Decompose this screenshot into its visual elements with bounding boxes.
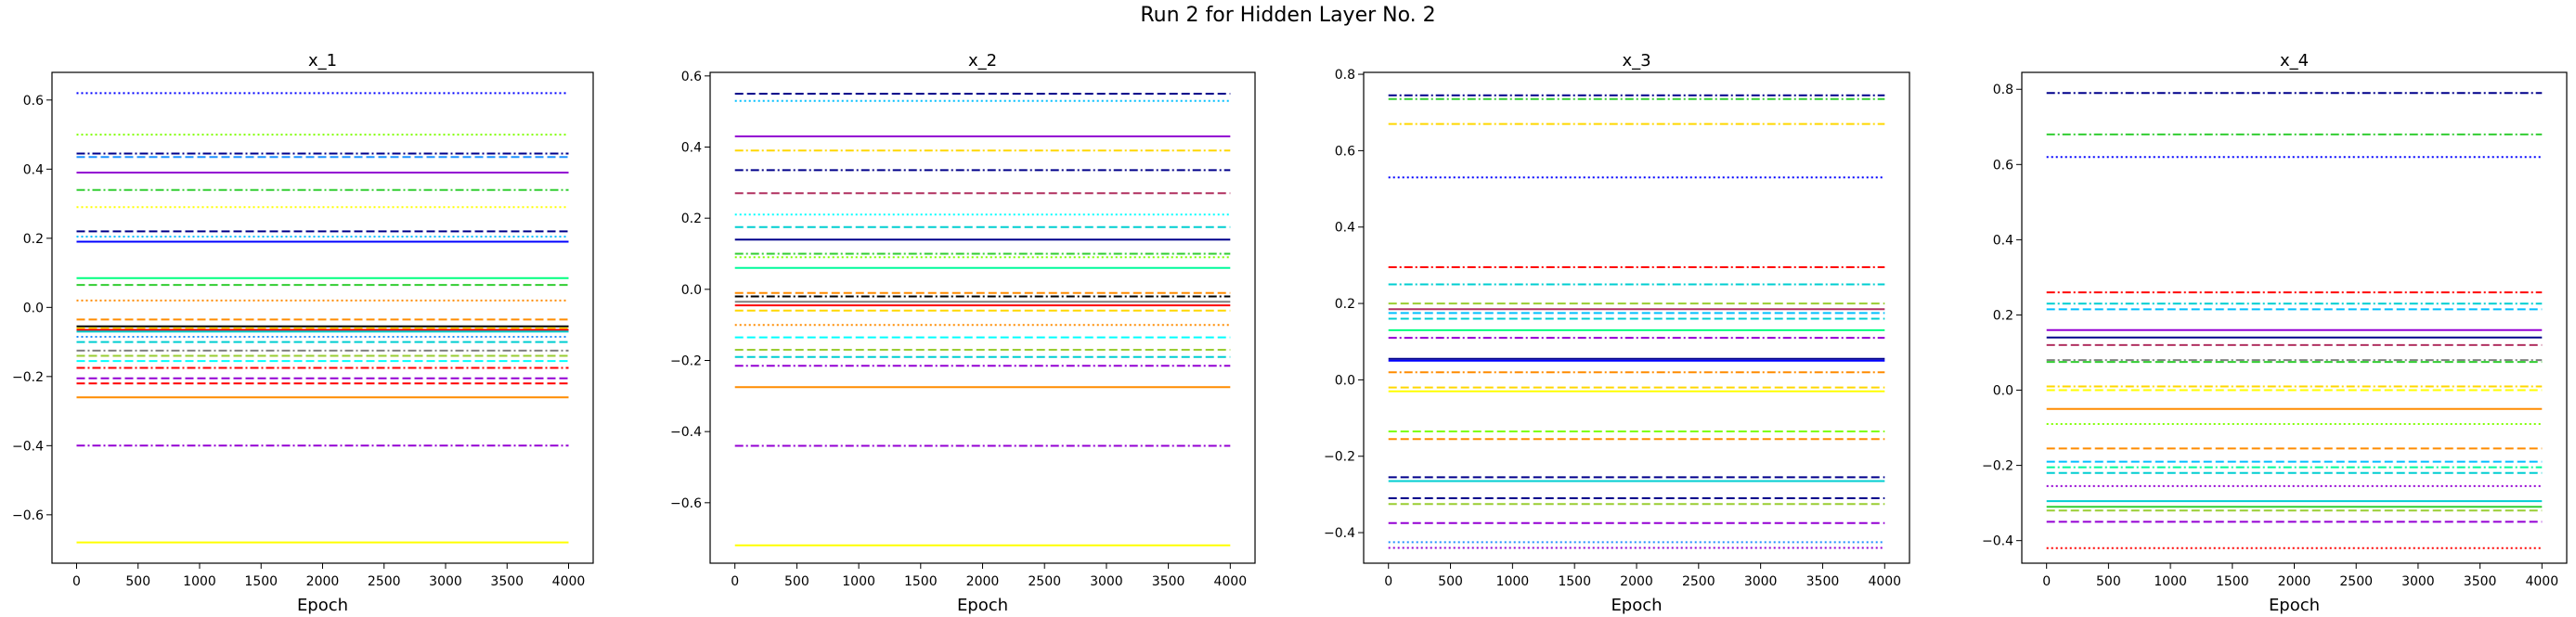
x-tick-label: 3500 — [1806, 574, 1840, 589]
x-tick-label: 3000 — [429, 574, 462, 589]
y-tick-label: −0.6 — [670, 496, 702, 511]
subplot-3: 0 500 1000 1500 2000 2500 3000 3500 4000 −0.4 −0.2… — [1324, 51, 1910, 615]
x-tick-label: 2000 — [966, 574, 1000, 589]
subplot-2: 0 500 1000 1500 2000 2500 3000 3500 4000 −0.6 −0.4… — [670, 51, 1256, 615]
y-tick-label: 0.6 — [23, 94, 44, 109]
x-tick-label: 0 — [1384, 574, 1392, 589]
x-tick-label: 2000 — [1620, 574, 1653, 589]
y-tick-label: 0.4 — [23, 162, 44, 177]
y-tick-label: −0.2 — [12, 370, 44, 385]
x-tick-label: 4000 — [1868, 574, 1901, 589]
y-tick-label: 0.2 — [681, 212, 702, 226]
y-tick-label: 0.6 — [1993, 158, 2013, 173]
x-tick-label: 2500 — [1028, 574, 1061, 589]
axes-frame — [2021, 71, 2568, 564]
x-tick-label: 4000 — [1213, 574, 1247, 589]
x-tick-label: 500 — [125, 574, 150, 589]
x-tick-label: 3000 — [1744, 574, 1778, 589]
axes-frame — [51, 71, 594, 564]
x-tick-label: 0 — [72, 574, 81, 589]
y-tick-label: −0.4 — [1982, 534, 2013, 549]
x-tick-label: 3500 — [1152, 574, 1185, 589]
x-tick-label: 3000 — [2401, 574, 2435, 589]
x-tick-label: 0 — [731, 574, 739, 589]
y-tick-label: −0.6 — [12, 508, 44, 523]
y-tick-label: −0.2 — [1324, 450, 1355, 465]
y-tick-label: 0.4 — [1335, 221, 1355, 236]
x-tick-label: 1000 — [2154, 574, 2187, 589]
y-tick-label: −0.2 — [1982, 459, 2013, 474]
y-tick-label: 0.0 — [1335, 373, 1355, 388]
subplot-1: 0 500 1000 1500 2000 2500 3000 3500 4000 −0.6 −0.4… — [12, 51, 594, 615]
subplot-title: x_1 — [308, 51, 337, 71]
y-tick-label: 0.6 — [681, 70, 702, 84]
axes-frame — [1363, 71, 1910, 564]
x-tick-label: 1500 — [1558, 574, 1591, 589]
subplot-title: x_3 — [1622, 51, 1650, 71]
y-tick-label: −0.4 — [670, 425, 702, 440]
y-tick-label: 0.0 — [681, 283, 702, 298]
x-tick-label: 4000 — [2525, 574, 2558, 589]
x-tick-label: 0 — [2042, 574, 2051, 589]
x-axis-label: Epoch — [1611, 596, 1662, 615]
x-tick-label: 3500 — [2464, 574, 2497, 589]
y-tick-label: 0.0 — [1993, 384, 2013, 399]
y-tick-label: −0.4 — [12, 439, 44, 454]
x-tick-label: 1000 — [842, 574, 875, 589]
x-tick-label: 1000 — [183, 574, 216, 589]
y-tick-label: 0.4 — [681, 141, 702, 156]
figure-title: Run 2 for Hidden Layer No. 2 — [1140, 4, 1436, 27]
x-axis-label: Epoch — [2269, 596, 2320, 615]
x-tick-label: 3000 — [1090, 574, 1123, 589]
y-tick-label: 0.2 — [1993, 308, 2013, 323]
y-tick-label: 0.0 — [23, 301, 44, 315]
x-axis-label: Epoch — [957, 596, 1008, 615]
x-tick-label: 500 — [1438, 574, 1463, 589]
x-tick-label: 2000 — [2278, 574, 2311, 589]
x-tick-label: 2500 — [368, 574, 401, 589]
y-tick-label: −0.2 — [670, 354, 702, 369]
y-tick-label: 0.8 — [1335, 68, 1355, 83]
x-tick-label: 4000 — [552, 574, 586, 589]
x-tick-label: 500 — [784, 574, 809, 589]
x-tick-label: 3500 — [490, 574, 524, 589]
axes-frame — [709, 71, 1256, 564]
y-tick-label: 0.2 — [23, 232, 44, 247]
x-axis-label: Epoch — [297, 596, 348, 615]
y-tick-label: 0.2 — [1335, 297, 1355, 312]
x-tick-label: 2500 — [2339, 574, 2373, 589]
subplot-4: 0 500 1000 1500 2000 2500 3000 3500 4000 −0.4 −0.2… — [1982, 51, 2568, 615]
x-tick-label: 500 — [2096, 574, 2121, 589]
x-tick-label: 2500 — [1682, 574, 1715, 589]
y-tick-label: 0.8 — [1993, 83, 2013, 97]
x-tick-label: 1500 — [2216, 574, 2249, 589]
x-tick-label: 1500 — [904, 574, 938, 589]
x-tick-label: 1000 — [1496, 574, 1530, 589]
y-tick-label: 0.4 — [1993, 233, 2013, 248]
y-tick-label: −0.4 — [1324, 526, 1355, 541]
x-tick-label: 1500 — [244, 574, 278, 589]
x-tick-label: 2000 — [306, 574, 340, 589]
y-tick-label: 0.6 — [1335, 144, 1355, 159]
subplot-title: x_2 — [968, 51, 997, 71]
subplot-title: x_4 — [2280, 51, 2309, 71]
